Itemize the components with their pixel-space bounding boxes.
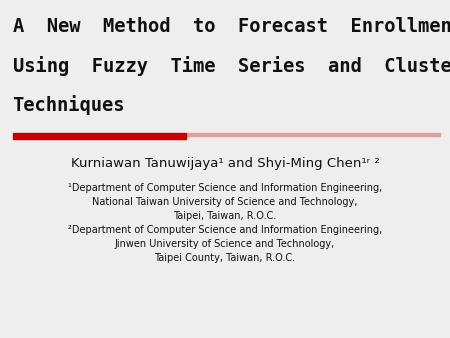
Text: Jinwen University of Science and Technology,: Jinwen University of Science and Technol… (115, 239, 335, 249)
Bar (186, 133, 440, 136)
Text: Using  Fuzzy  Time  Series  and  Clustering: Using Fuzzy Time Series and Clustering (13, 56, 450, 76)
Text: Taipei County, Taiwan, R.O.C.: Taipei County, Taiwan, R.O.C. (154, 253, 296, 263)
Text: Techniques: Techniques (13, 95, 125, 115)
Text: Kurniawan Tanuwijaya¹ and Shyi-Ming Chen¹ʳ ²: Kurniawan Tanuwijaya¹ and Shyi-Ming Chen… (71, 157, 379, 170)
Text: Taipei, Taiwan, R.O.C.: Taipei, Taiwan, R.O.C. (173, 211, 277, 221)
Text: A  New  Method  to  Forecast  Enrollments: A New Method to Forecast Enrollments (13, 17, 450, 36)
Text: National Taiwan University of Science and Technology,: National Taiwan University of Science an… (92, 197, 358, 207)
Text: ¹Department of Computer Science and Information Engineering,: ¹Department of Computer Science and Info… (68, 183, 382, 193)
Text: ²Department of Computer Science and Information Engineering,: ²Department of Computer Science and Info… (68, 225, 382, 235)
Bar (13, 133, 186, 139)
